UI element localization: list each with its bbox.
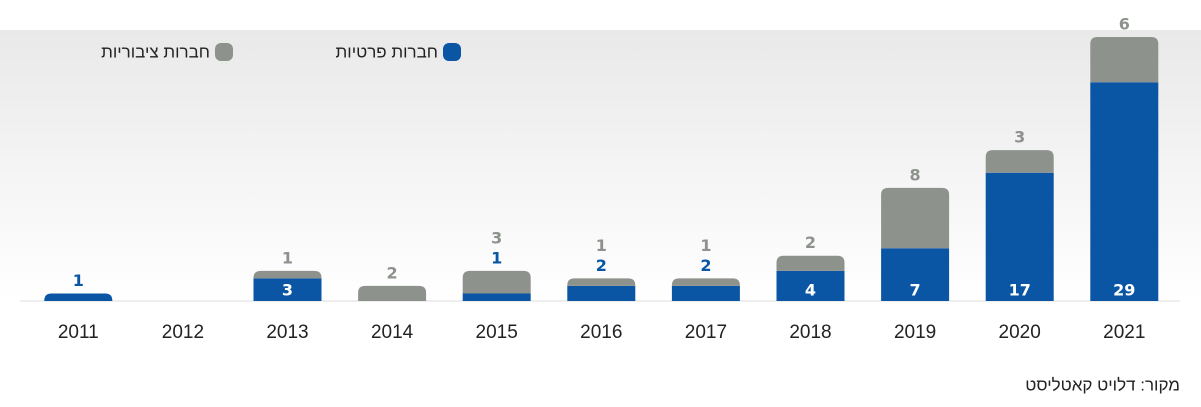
legend-swatch	[215, 43, 233, 61]
value-label: 1	[491, 248, 502, 267]
value-label: 1	[700, 236, 711, 255]
value-label: 1	[73, 271, 84, 290]
legend-swatch	[443, 43, 461, 61]
legend-label: חברות פרטיות	[336, 42, 438, 61]
x-tick-label: 2012	[162, 322, 204, 343]
value-label: 2	[596, 256, 607, 275]
bar-segment	[671, 278, 740, 286]
x-tick-label: 2015	[476, 322, 518, 343]
bar-segment	[1090, 82, 1159, 301]
bar-segment	[253, 278, 322, 301]
bar-segment	[881, 187, 950, 249]
value-label: 1	[282, 248, 293, 267]
bar-segment	[358, 285, 427, 301]
x-tick-label: 2016	[580, 322, 622, 343]
value-label: 1	[596, 236, 607, 255]
source: מקור: דלויט קאטליסט	[1025, 375, 1180, 394]
x-tick-label: 2014	[371, 322, 414, 343]
bar-segment	[671, 285, 740, 301]
value-label: 8	[910, 165, 921, 184]
bar-segment	[776, 270, 845, 301]
bar-segment	[462, 293, 531, 301]
bar-segment	[44, 293, 113, 301]
bar-segment	[462, 270, 531, 294]
bar-segment	[776, 255, 845, 271]
bar-segment	[567, 278, 636, 286]
x-tick-label: 2021	[1103, 322, 1145, 343]
bar-segment	[985, 150, 1054, 173]
value-label: 3	[1014, 128, 1025, 147]
value-label: 4	[805, 281, 816, 300]
value-label: 7	[910, 281, 921, 300]
value-label: 2	[387, 263, 398, 282]
value-label: 3	[491, 228, 502, 247]
x-tick-label: 2011	[58, 322, 99, 343]
value-label: 29	[1113, 281, 1135, 300]
legend-label: חברות ציבוריות	[101, 42, 210, 61]
bar-segment	[567, 285, 636, 301]
x-tick-label: 2017	[685, 322, 727, 343]
value-label: 2	[700, 256, 711, 275]
value-label: 3	[282, 281, 293, 300]
value-label: 6	[1119, 15, 1130, 34]
bar-segment	[1090, 37, 1159, 83]
x-tick-label: 2020	[999, 322, 1041, 343]
bar-segment	[881, 248, 950, 301]
value-label: 2	[805, 233, 816, 252]
value-label: 17	[1009, 281, 1031, 300]
bar-segment	[253, 270, 322, 279]
bar-segment	[985, 172, 1054, 301]
x-tick-label: 2018	[789, 322, 831, 343]
x-tick-label: 2013	[266, 322, 308, 343]
x-tick-label: 2019	[894, 322, 936, 343]
